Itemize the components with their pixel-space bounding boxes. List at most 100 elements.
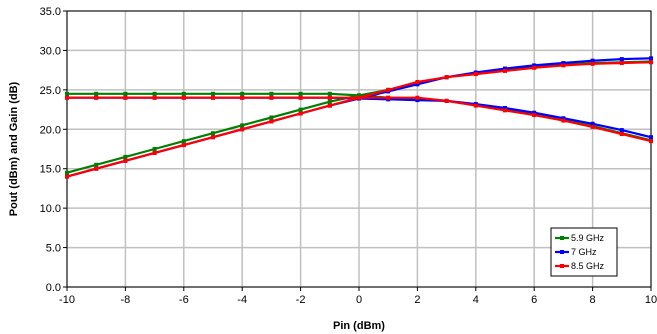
data-point (211, 131, 215, 136)
data-point (503, 105, 507, 110)
y-tick-label: 20.0 (40, 124, 61, 136)
data-point (65, 95, 69, 100)
legend-swatch-marker (560, 264, 564, 268)
x-tick-label: 10 (645, 294, 657, 306)
x-tick-label: -6 (179, 294, 189, 306)
data-point (269, 119, 274, 124)
legend-label: 5.9 GHz (571, 233, 605, 243)
data-point (619, 132, 624, 137)
data-point (65, 91, 69, 96)
data-point (532, 110, 537, 115)
x-tick-label: -10 (59, 294, 75, 306)
x-tick-label: -8 (121, 294, 131, 306)
data-point (211, 91, 215, 96)
y-tick-label: 15.0 (40, 164, 61, 176)
data-point (357, 93, 361, 98)
data-point (94, 166, 99, 171)
y-tick-label: 25.0 (40, 85, 61, 97)
data-point (181, 139, 186, 144)
data-point (590, 61, 595, 66)
data-point (590, 58, 595, 63)
legend-label: 7 GHz (571, 247, 597, 257)
data-point (123, 158, 128, 163)
data-point (590, 124, 595, 129)
data-point (386, 95, 391, 100)
data-point (298, 107, 303, 112)
y-tick-label: 5.0 (46, 243, 61, 255)
x-tick-label: 8 (590, 294, 596, 306)
y-tick-label: 10.0 (40, 203, 61, 215)
data-point (503, 66, 507, 71)
data-point (240, 95, 245, 100)
series-layer (65, 56, 653, 179)
data-point (181, 91, 186, 96)
data-point (561, 118, 566, 123)
series-gain-2 (65, 95, 653, 144)
data-point (473, 103, 478, 108)
x-tick-label: 0 (356, 294, 362, 306)
data-point (152, 147, 157, 151)
data-point (590, 121, 595, 126)
data-point (561, 116, 566, 121)
y-tick-label: 35.0 (40, 6, 61, 18)
data-point (619, 61, 624, 66)
grid (66, 10, 652, 288)
x-tick-label: -2 (296, 294, 306, 306)
data-point (619, 128, 624, 133)
data-point (152, 91, 157, 96)
data-point (532, 65, 537, 70)
data-point (649, 60, 653, 65)
data-point (269, 115, 274, 120)
data-point (240, 123, 245, 128)
data-point (152, 95, 157, 100)
data-point (415, 95, 420, 100)
x-axis-title: Pin (dBm) (333, 320, 385, 332)
data-point (123, 95, 128, 100)
data-point (444, 98, 449, 103)
data-point (181, 95, 186, 100)
data-point (269, 91, 274, 96)
data-point (415, 98, 420, 103)
data-point (298, 111, 303, 116)
data-point (211, 135, 215, 140)
data-point (357, 95, 361, 100)
legend-label: 8.5 GHz (571, 261, 605, 271)
legend-swatch-marker (560, 250, 564, 254)
data-point (532, 113, 537, 118)
data-point (415, 82, 420, 87)
data-point (65, 170, 69, 175)
data-point (181, 143, 186, 148)
data-point (503, 68, 507, 73)
data-point (94, 95, 99, 100)
x-tick-label: 6 (531, 294, 537, 306)
data-point (269, 95, 274, 100)
y-axis-title: Pout (dBm) and Gain (dB) (8, 81, 20, 216)
data-point (649, 139, 653, 144)
data-point (619, 57, 624, 62)
data-point (649, 56, 653, 61)
data-point (327, 95, 332, 100)
y-tick-label: 0.0 (46, 282, 61, 294)
data-point (532, 63, 537, 68)
data-point (123, 154, 128, 159)
x-axis-ticks: -10 -8 -6 -4 -2 0 2 4 6 8 10 (59, 287, 657, 306)
data-point (561, 61, 566, 66)
data-point (240, 91, 245, 96)
data-point (211, 95, 215, 100)
data-point (386, 87, 391, 92)
x-tick-label: 2 (414, 294, 420, 306)
data-point (649, 135, 653, 140)
data-point (240, 127, 245, 132)
data-point (65, 174, 69, 179)
data-point (298, 91, 303, 96)
legend: 5.9 GHz 7 GHz 8.5 GHz (550, 227, 618, 277)
data-point (327, 99, 332, 104)
data-point (561, 63, 566, 68)
data-point (94, 162, 99, 167)
data-point (327, 103, 332, 108)
data-point (94, 91, 99, 96)
y-axis-ticks: 0.0 5.0 10.0 15.0 20.0 25.0 30.0 35.0 (40, 6, 67, 294)
data-point (444, 75, 449, 80)
data-point (473, 72, 478, 77)
